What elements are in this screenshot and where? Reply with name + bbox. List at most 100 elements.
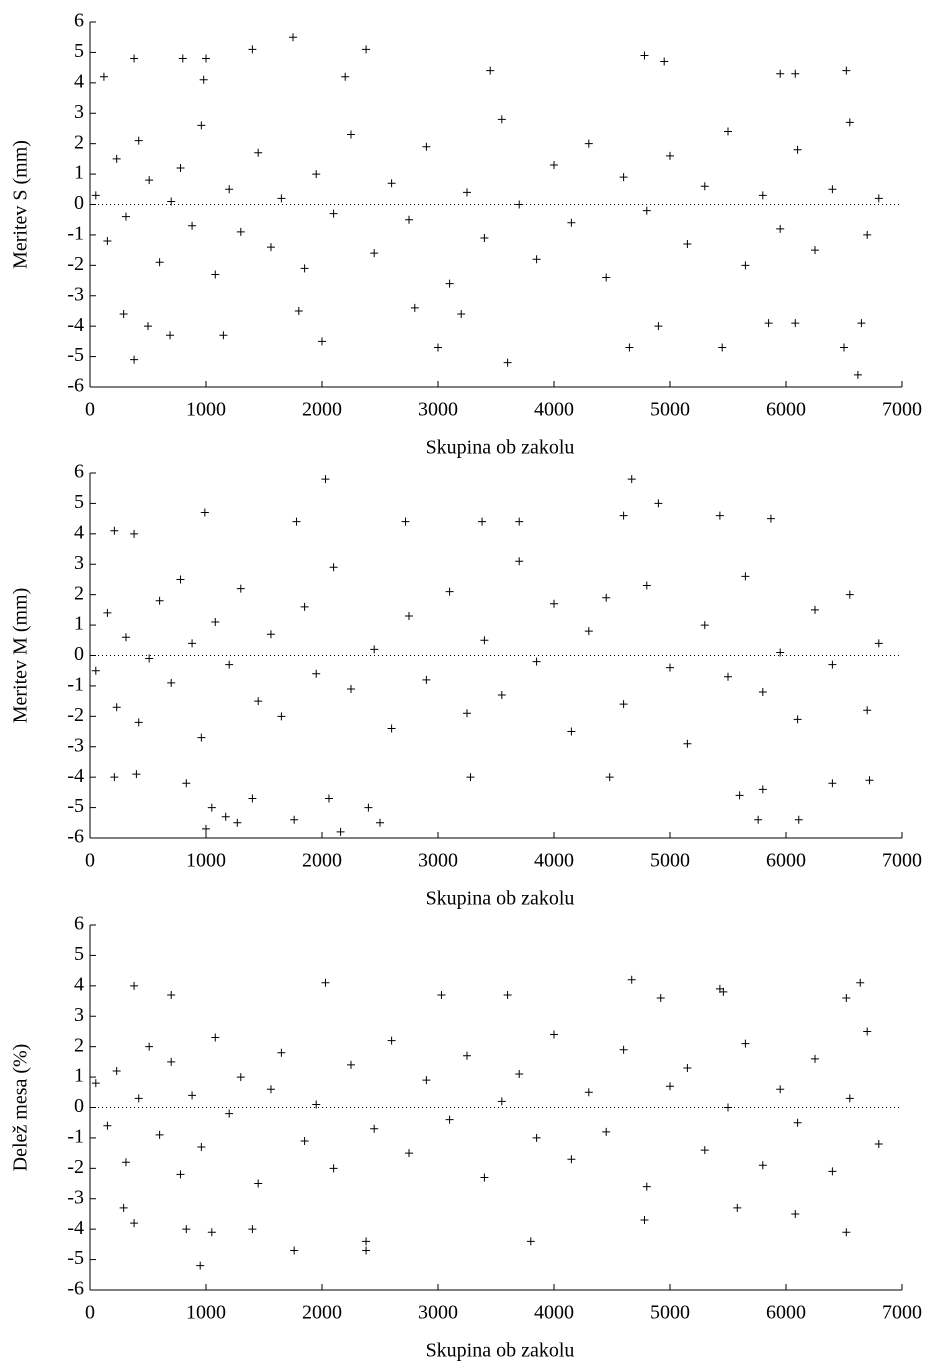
data-point <box>294 306 303 315</box>
data-point <box>176 1170 185 1179</box>
data-point <box>300 264 309 273</box>
data-point <box>463 188 471 197</box>
data-point <box>497 691 506 700</box>
data-point <box>145 654 154 663</box>
data-point <box>422 675 431 684</box>
data-point <box>130 1219 139 1228</box>
data-point <box>188 1091 197 1100</box>
y-tick-label: -3 <box>67 1186 84 1208</box>
x-tick-label: 1000 <box>186 399 226 421</box>
x-tick-label: 2000 <box>302 1302 342 1324</box>
data-point <box>724 1103 732 1112</box>
data-point <box>640 51 649 60</box>
x-tick-label: 4000 <box>534 850 574 872</box>
data-point <box>863 230 872 239</box>
data-point <box>236 1073 245 1082</box>
data-point <box>292 517 301 526</box>
data-point <box>733 1203 742 1212</box>
data-point <box>724 127 732 136</box>
y-tick-label: -2 <box>67 253 84 275</box>
data-point <box>341 72 350 81</box>
data-point <box>602 593 611 602</box>
data-point <box>660 57 669 66</box>
x-tick-label: 5000 <box>650 1302 690 1324</box>
data-point <box>550 160 558 169</box>
data-point <box>874 194 883 203</box>
data-point <box>121 212 130 221</box>
y-tick-label: 4 <box>74 70 84 92</box>
data-point <box>445 1115 454 1124</box>
data-point <box>466 773 475 782</box>
data-point <box>155 596 164 605</box>
data-point <box>863 1027 872 1036</box>
data-point <box>764 319 773 328</box>
data-point <box>236 584 245 593</box>
data-point <box>602 1127 611 1136</box>
y-tick-label: -2 <box>67 704 84 726</box>
data-point <box>758 1161 767 1170</box>
data-point <box>387 179 396 188</box>
data-point <box>211 618 220 627</box>
data-point <box>277 712 286 721</box>
y-tick-label: 5 <box>74 943 84 965</box>
x-axis-label: Skupina ob zakolu <box>426 888 575 910</box>
data-point <box>167 678 176 687</box>
data-point <box>766 514 775 523</box>
y-tick-label: -1 <box>67 1126 84 1148</box>
data-point <box>166 331 175 340</box>
y-tick-label: 5 <box>74 40 84 62</box>
data-point <box>700 1146 709 1155</box>
x-tick-label: 6000 <box>766 850 806 872</box>
data-point <box>112 703 121 712</box>
x-tick-label: 7000 <box>882 850 922 872</box>
data-point <box>463 1051 471 1060</box>
data-point <box>445 587 454 596</box>
y-tick-label: 2 <box>74 131 84 153</box>
data-point <box>794 815 803 824</box>
data-point <box>758 688 767 696</box>
data-point <box>132 770 141 779</box>
data-point <box>134 136 143 145</box>
data-point <box>619 173 628 182</box>
data-point <box>370 1124 379 1133</box>
y-tick-label: 0 <box>74 643 84 665</box>
data-point <box>627 475 636 484</box>
data-point <box>828 1167 837 1176</box>
x-tick-label: 3000 <box>418 850 458 872</box>
data-point <box>266 1085 275 1094</box>
data-point <box>503 358 512 367</box>
data-point <box>347 684 355 693</box>
data-point <box>300 602 309 611</box>
data-point <box>619 511 628 520</box>
y-tick-label: 1 <box>74 613 84 635</box>
data-point <box>202 824 210 833</box>
y-tick-label: 3 <box>74 101 84 123</box>
data-point <box>290 815 299 824</box>
x-tick-label: 4000 <box>534 1302 574 1324</box>
x-axis-label: Skupina ob zakolu <box>426 1340 575 1362</box>
x-tick-label: 7000 <box>882 1302 922 1324</box>
data-point <box>290 1246 299 1255</box>
data-point <box>130 355 139 364</box>
data-point <box>515 200 524 209</box>
data-point <box>811 1054 819 1063</box>
data-point <box>312 1100 321 1109</box>
data-point <box>405 611 413 620</box>
data-point <box>845 118 854 127</box>
data-point <box>91 666 100 675</box>
data-point <box>567 727 576 736</box>
data-point <box>627 975 636 984</box>
data-point <box>724 672 732 681</box>
data-point <box>103 608 112 617</box>
x-tick-label: 0 <box>85 850 95 872</box>
y-tick-label: 2 <box>74 582 84 604</box>
data-point <box>277 1048 286 1057</box>
data-point <box>584 139 593 148</box>
data-point <box>532 255 541 264</box>
data-point <box>197 1143 206 1152</box>
data-point <box>410 303 419 312</box>
data-point <box>401 517 410 526</box>
data-point <box>842 1228 851 1237</box>
data-point <box>329 563 338 572</box>
data-point <box>134 718 143 727</box>
